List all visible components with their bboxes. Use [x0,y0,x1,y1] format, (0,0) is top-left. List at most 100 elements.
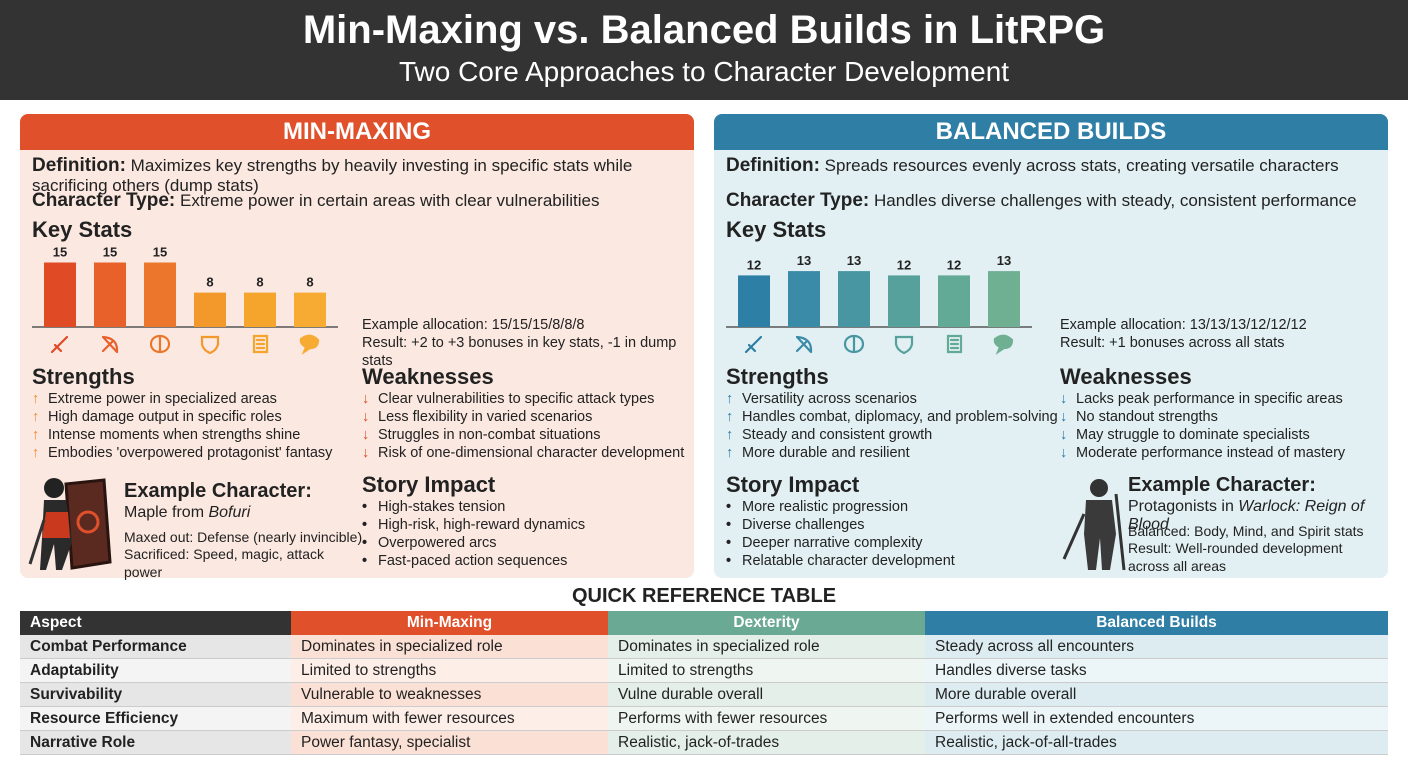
item-text: Handles combat, diplomacy, and problem-s… [742,409,1058,425]
stat-bar [838,271,870,327]
definition-label: Definition: [32,155,126,176]
story-item: • Deeper narrative complexity [726,534,923,552]
stat-icon [795,335,813,354]
table-cell: More durable overall [925,683,1388,707]
subtitle: Two Core Approaches to Character Develop… [398,56,1010,87]
item-text: Moderate performance instead of mastery [1076,445,1346,461]
table-cell: Handles diverse tasks [925,659,1388,683]
stat-chart: 15 15 15 8 8 8 [32,245,338,355]
weaknesses-item: ↓ Struggles in non-combat situations [362,426,600,444]
item-text: Less flexibility in varied scenarios [378,409,593,425]
title: Min-Maxing vs. Balanced Builds in LitRPG [302,8,1106,52]
item-text: High-risk, high-reward dynamics [378,517,586,533]
weaknesses-item: ↓ Moderate performance instead of mastery [1060,444,1345,462]
table-cell: Adaptability [20,659,291,683]
allocation-text: Result: +1 bonuses across all stats [1060,335,1285,351]
stat-bar [738,275,770,327]
bullet: ↑ [726,427,734,443]
key-stats-title: Key Stats [726,217,827,242]
item-text: Struggles in non-combat situations [378,427,601,443]
character-type-label: Character Type: [726,190,870,211]
item-text: Embodies 'overpowered protagonist' fanta… [48,445,333,461]
stat-bar [294,292,326,327]
example-name-text: Maple from [124,504,205,521]
bullet: • [362,553,368,569]
head [44,478,64,498]
table-title: QUICK REFERENCE TABLE [571,585,837,607]
stat-chart: 12 13 13 12 12 13 [726,253,1032,355]
table-cell: Realistic, jack-of-all-trades [925,731,1388,755]
story-item: • Relatable character development [726,552,955,570]
item-text: Intense moments when strengths shine [48,427,301,443]
stat-icon [200,335,220,355]
stat-icon [843,334,865,354]
story-item: • High-risk, high-reward dynamics [362,516,585,534]
story-item: • High-stakes tension [362,498,505,516]
stat-bar [988,271,1020,327]
stat-value: 13 [847,253,861,268]
definition-text: Maximizes key strengths by heavily inves… [32,156,633,195]
allocation-text: Result: +2 to +3 bonuses in key stats, -… [362,335,677,369]
example-line: Balanced: Body, Mind, and Spirit stats [1128,523,1364,539]
shield [64,478,112,570]
stat-value: 8 [206,275,213,290]
strengths-item: ↑ Embodies 'overpowered protagonist' fant… [32,444,332,462]
example-name: Protagonists in Warlock: Reign of Blood [1128,498,1388,534]
strengths-item: ↑ Handles combat, diplomacy, and problem-… [726,408,1058,426]
bullet: • [362,517,368,533]
definition: Definition: Maximizes key strengths by h… [32,156,682,196]
stat-value: 8 [306,275,313,290]
table-cell: Maximum with fewer resources [291,707,608,731]
stat-icon [50,335,69,354]
story-item: • Diverse challenges [726,516,865,534]
strengths-title: Strengths [32,364,135,389]
item-text: High damage output in specific roles [48,409,282,425]
table-cell: Performs well in extended encounters [925,707,1388,731]
story-title: Story Impact [362,472,496,497]
bullet: ↓ [362,409,370,425]
panel-title: BALANCED BUILDS [714,114,1388,150]
strengths-title: Strengths [726,364,829,389]
stat-icon [299,334,320,355]
cloth [42,512,70,538]
bullet: ↓ [1060,427,1068,443]
table-header: Min-Maxing [291,611,608,635]
stat-icon [252,334,269,354]
bullet: ↑ [726,445,734,461]
table-header: Balanced Builds [925,611,1388,635]
item-text: No standout strengths [1076,409,1218,425]
table-cell: Limited to strengths [608,659,925,683]
strengths-item: ↑ Versatility across scenarios [726,390,917,408]
example-line: Result: Well-rounded development across … [1128,540,1343,574]
character-type-text: Handles diverse challenges with steady, … [874,191,1357,210]
weaknesses-title: Weaknesses [362,364,494,389]
bullet: ↓ [362,391,370,407]
table-cell: Resource Efficiency [20,707,291,731]
example-line: Sacrificed: Speed, magic, attack power [124,546,324,580]
strengths-item: ↑ Intense moments when strengths shine [32,426,300,444]
table-cell: Combat Performance [20,635,291,659]
item-text: More realistic progression [742,499,909,515]
panel: BALANCED BUILDS Definition: Spreads resou… [714,114,1388,578]
item-text: Fast-paced action sequences [378,553,568,569]
bullet: • [726,535,732,551]
example-line: Maxed out: Defense (nearly invincible) [124,529,363,545]
stat-icon [101,335,119,354]
stat-bar [194,292,226,327]
item-text: More durable and resilient [742,445,910,461]
stat-bar [244,292,276,327]
panel: MIN-MAXING Definition: Maximizes key stre… [20,114,694,580]
table-cell: Narrative Role [20,731,291,755]
story-item: • Overpowered arcs [362,534,496,552]
weaknesses-item: ↓ No standout strengths [1060,408,1218,426]
item-text: Lacks peak performance in specific areas [1076,391,1343,407]
bullet: • [726,553,732,569]
item-text: Clear vulnerabilities to specific attack… [378,391,655,407]
example-title: Example Character: [124,480,312,502]
item-text: Diverse challenges [742,517,865,533]
allocation-text: Example allocation: 15/15/15/8/8/8 [362,317,585,333]
body [1084,500,1116,570]
character-type-text: Extreme power in certain areas with clea… [180,191,600,210]
sword [1062,513,1086,560]
